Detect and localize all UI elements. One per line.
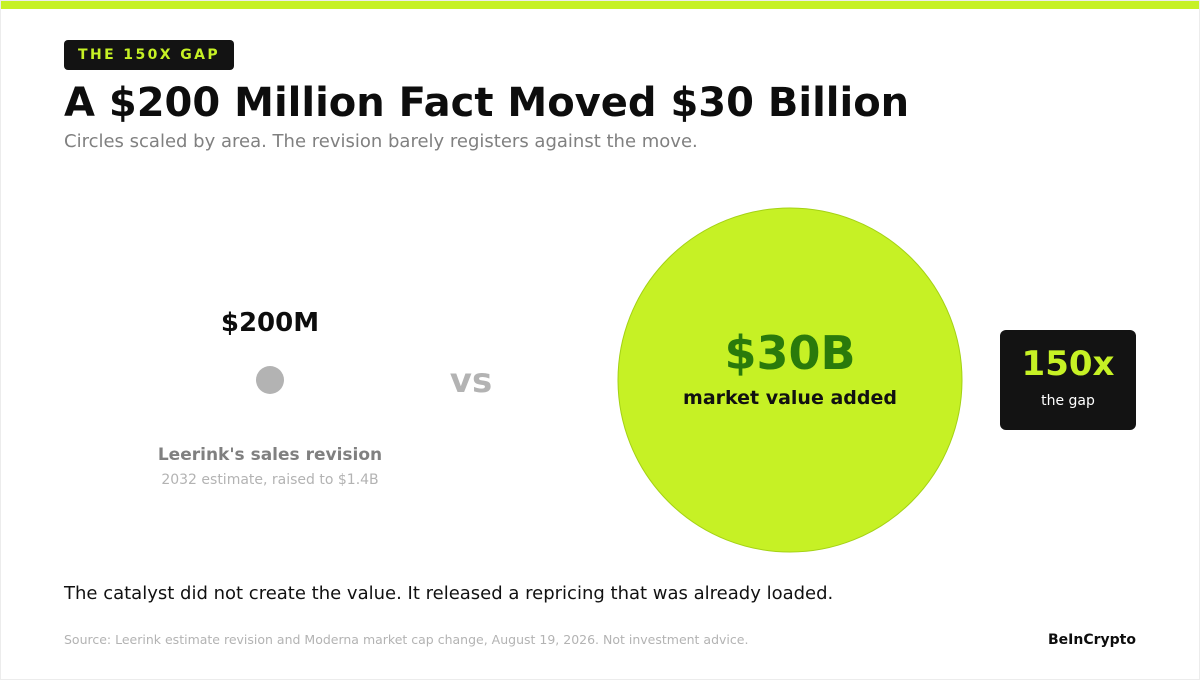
source-note: Source: Leerink estimate revision and Mo… (64, 632, 749, 647)
small-bubble (256, 366, 284, 394)
chart-subtitle: Circles scaled by area. The revision bar… (64, 131, 698, 152)
takeaway-text: The catalyst did not create the value. I… (64, 583, 834, 604)
small-item-label: Leerink's sales revision (158, 445, 382, 465)
small-value-label: $200M (221, 308, 319, 338)
ratio-box (1000, 330, 1136, 430)
accent-top-bar (1, 1, 1199, 9)
vs-separator: vs (450, 361, 492, 401)
brand-logo-text: BeInCrypto (1048, 632, 1136, 648)
ratio-caption: the gap (1041, 393, 1095, 409)
kicker-badge: THE 150X GAP (64, 40, 234, 70)
large-value-label: $30B (724, 326, 855, 380)
large-bubble (617, 207, 963, 553)
ratio-value: 150x (1022, 344, 1115, 384)
large-item-label: market value added (683, 387, 897, 409)
chart-title: A $200 Million Fact Moved $30 Billion (64, 80, 910, 126)
small-item-sublabel: 2032 estimate, raised to $1.4B (161, 472, 378, 488)
